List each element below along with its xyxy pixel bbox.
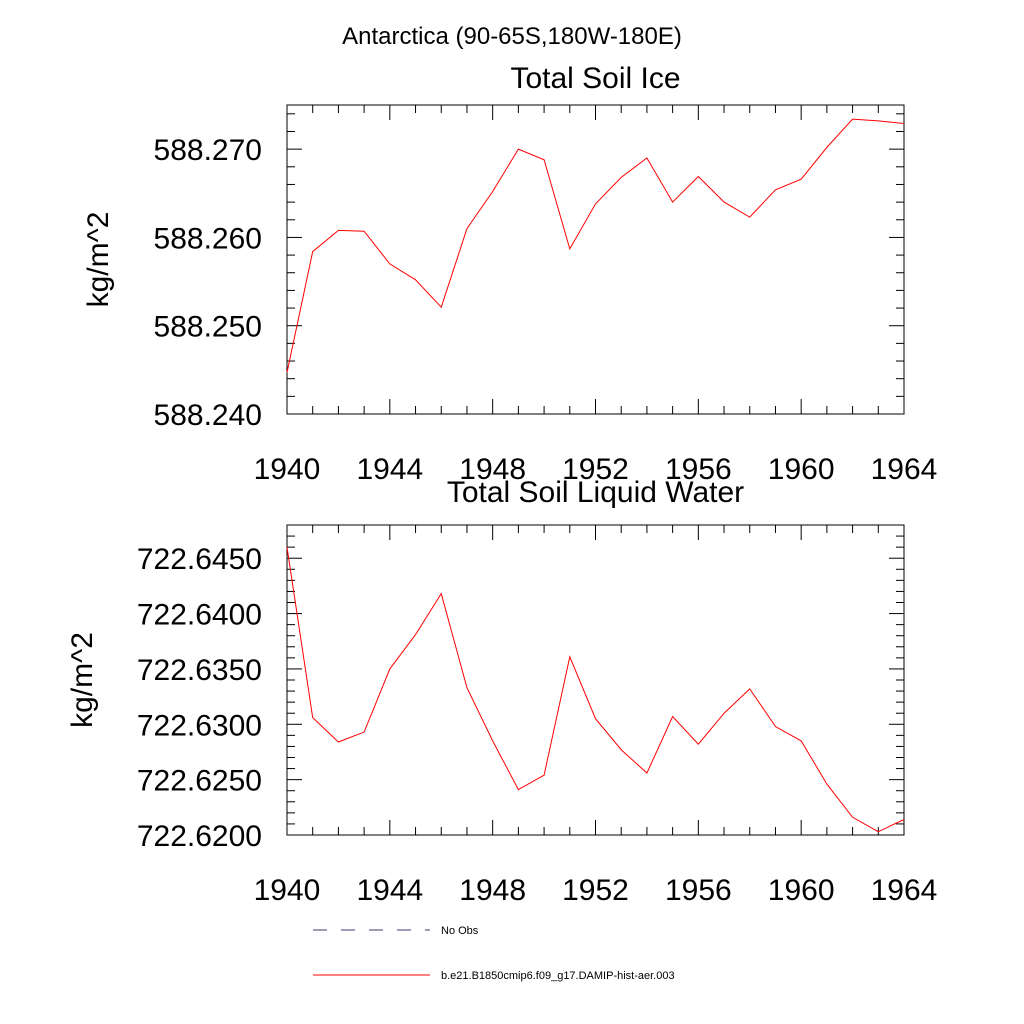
x-tick-label: 1960: [768, 874, 835, 907]
x-tick-label: 1964: [871, 453, 938, 486]
y-tick-label: 722.6400: [137, 599, 262, 632]
panel-title: Total Soil Liquid Water: [447, 476, 744, 509]
series-line: [286, 547, 905, 833]
figure-title: Antarctica (90-65S,180W-180E): [342, 23, 682, 50]
legend-label-model-run: b.e21.B1850cmip6.f09_g17.DAMIP-hist-aer.…: [441, 970, 675, 982]
legend: No Obs b.e21.B1850cmip6.f09_g17.DAMIP-hi…: [313, 925, 675, 982]
y-axis-ticks: [287, 524, 904, 836]
y-tick-label: 722.6350: [137, 654, 262, 687]
y-tick-label: 722.6450: [137, 543, 262, 576]
x-tick-label: 1940: [254, 453, 321, 486]
y-tick-label: 722.6200: [137, 820, 262, 853]
y-tick-label: 588.270: [154, 134, 262, 167]
plot-frame: [286, 104, 905, 415]
x-axis-ticks: [286, 525, 905, 835]
x-tick-label: 1940: [254, 874, 321, 907]
plot-frame: [286, 524, 905, 836]
legend-item-no-obs: No Obs: [313, 925, 479, 937]
y-tick-label: 722.6300: [137, 709, 262, 742]
x-tick-label: 1952: [562, 453, 629, 486]
series-line: [286, 118, 905, 373]
y-tick-label: 588.260: [154, 222, 262, 255]
legend-label-no-obs: No Obs: [441, 925, 479, 937]
y-tick-label: 588.250: [154, 311, 262, 344]
x-axis-ticks: [286, 105, 905, 414]
x-tick-label: 1944: [356, 874, 423, 907]
legend-item-model-run: b.e21.B1850cmip6.f09_g17.DAMIP-hist-aer.…: [313, 970, 675, 982]
x-tick-label: 1964: [871, 874, 938, 907]
y-axis-label: kg/m^2: [66, 632, 99, 728]
x-tick-label: 1956: [665, 874, 732, 907]
y-tick-label: 588.240: [154, 399, 262, 432]
y-tick-label: 722.6250: [137, 765, 262, 798]
y-axis-ticks: [287, 113, 904, 415]
x-tick-label: 1944: [356, 453, 423, 486]
x-tick-label: 1960: [768, 453, 835, 486]
x-tick-label: 1956: [665, 453, 732, 486]
panel-title: Total Soil Ice: [510, 62, 680, 95]
x-tick-label: 1948: [459, 874, 526, 907]
panel-total-soil-ice: Total Soil Ice 588.240 588.250 588.260 588.2…: [82, 62, 937, 486]
y-axis-label: kg/m^2: [82, 212, 115, 308]
x-tick-label: 1948: [459, 453, 526, 486]
panel-total-soil-liquid-water: Total Soil Liquid Water 722.6200 722.6250 7…: [66, 476, 937, 907]
x-tick-label: 1952: [562, 874, 629, 907]
